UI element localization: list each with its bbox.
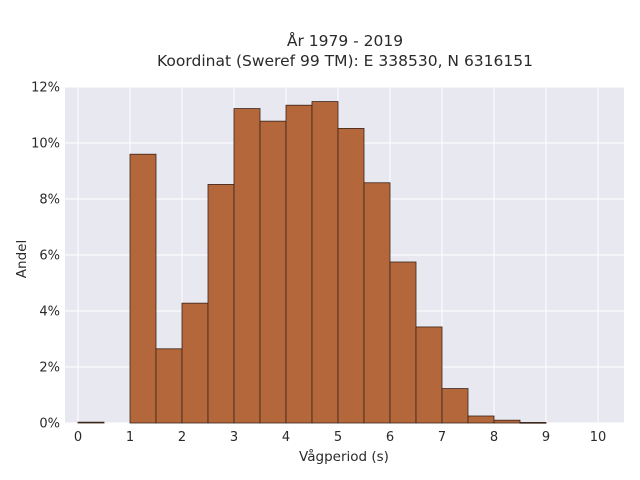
y-tick-label: 4% [39,305,60,320]
histogram-bar [337,128,365,424]
histogram-bar [467,415,495,424]
histogram-bar [259,120,287,424]
x-axis-ticks: 0 1 2 3 4 5 6 7 8 9 10 [74,430,606,445]
y-tick-label: 12% [31,81,60,96]
histogram-bar [285,104,313,424]
x-tick-label: 5 [334,430,342,445]
y-axis-label: Andel [14,240,30,278]
x-tick-label: 6 [386,430,394,445]
y-tick-label: 10% [31,137,60,152]
chart-title-line-2: Koordinat (Sweref 99 TM): E 338530, N 63… [157,52,533,70]
x-tick-label: 9 [542,430,550,445]
histogram-bar [129,153,157,424]
histogram-bar [311,101,339,424]
histogram-bar [415,326,443,424]
histogram-bar [519,422,547,424]
x-tick-label: 3 [230,430,238,445]
histogram-bar [77,421,105,424]
bars [77,101,547,424]
x-tick-label: 2 [178,430,186,445]
y-tick-label: 6% [39,249,60,264]
x-tick-label: 7 [438,430,446,445]
y-axis-ticks: 0% 2% 4% 6% 8% 10% 12% [31,81,60,432]
histogram-bar [493,419,521,424]
y-tick-label: 2% [39,361,60,376]
y-tick-label: 0% [39,417,60,432]
histogram-bar [207,184,235,424]
histogram-bar [155,348,183,424]
y-tick-label: 8% [39,193,60,208]
histogram-bar [441,388,469,424]
histogram-bar [363,182,391,424]
x-tick-label: 0 [74,430,82,445]
chart-title-line-1: År 1979 - 2019 [287,31,403,50]
histogram-bar [233,108,261,424]
x-tick-label: 1 [126,430,134,445]
x-tick-label: 4 [282,430,290,445]
histogram-bar [181,302,209,424]
x-tick-label: 8 [490,430,498,445]
histogram-bar [389,261,417,424]
x-axis-label: Vågperiod (s) [299,448,389,465]
x-tick-label: 10 [590,430,607,445]
